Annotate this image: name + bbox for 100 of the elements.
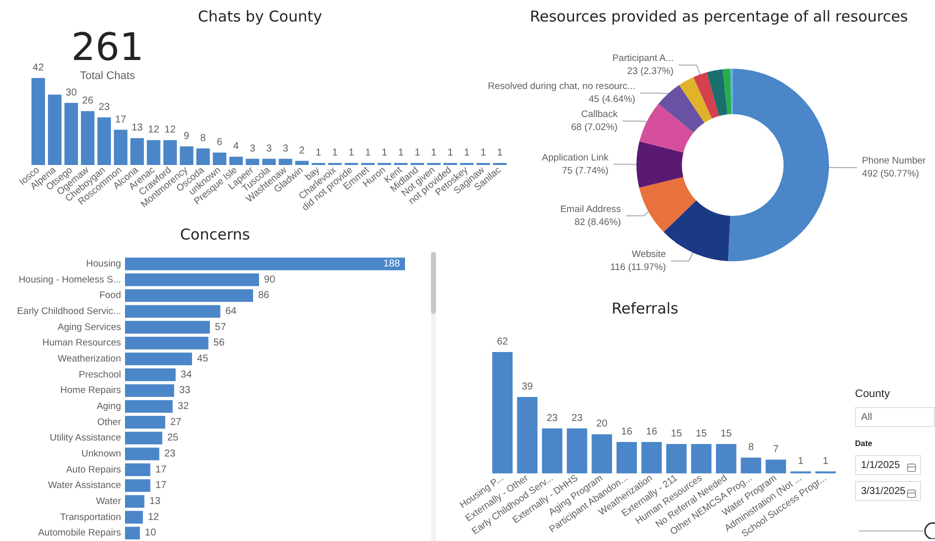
y-tick-label: Transportation xyxy=(60,512,121,523)
bar xyxy=(146,140,160,165)
slice-label: Phone Number xyxy=(862,156,926,167)
bar xyxy=(31,78,45,165)
data-label: 23 (2.37%) xyxy=(627,66,674,78)
y-tick-label: Aging xyxy=(96,400,121,412)
bar xyxy=(492,352,513,474)
data-label: 45 xyxy=(197,353,209,364)
y-tick-label: Utility Assistance xyxy=(50,432,121,444)
data-label: 10 xyxy=(144,528,156,539)
text: Date xyxy=(855,439,874,450)
data-label: 23 xyxy=(164,448,176,460)
data-label: 23 xyxy=(98,102,110,113)
data-label: 1 xyxy=(398,147,404,158)
y-tick-label: Aging Services xyxy=(58,322,122,333)
bar xyxy=(125,320,210,334)
bar xyxy=(125,495,144,508)
bar xyxy=(262,158,276,165)
bar xyxy=(125,463,150,476)
bar xyxy=(517,397,538,474)
bar xyxy=(295,160,309,165)
bar xyxy=(125,352,192,366)
bar xyxy=(64,102,78,165)
chart-title: Chats by County xyxy=(198,8,322,26)
bar xyxy=(125,510,143,524)
slice-label: Resolved during chat, no resourc... xyxy=(488,81,636,92)
data-label: 15 xyxy=(696,428,708,440)
text: 261 xyxy=(70,25,145,69)
data-label: 1 xyxy=(822,456,829,467)
bar xyxy=(740,458,762,474)
data-label: 15 xyxy=(670,428,682,440)
data-label: 39 xyxy=(522,382,534,393)
data-label: 68 (7.02%) xyxy=(571,122,618,134)
bar xyxy=(125,273,260,286)
bar xyxy=(125,384,174,397)
bar xyxy=(48,94,62,165)
data-label: 12 xyxy=(164,124,176,136)
data-label: 86 xyxy=(258,290,270,302)
bar xyxy=(125,448,160,460)
data-label: 17 xyxy=(115,114,127,126)
bar xyxy=(196,148,210,165)
data-label: 42 xyxy=(32,62,44,74)
bar xyxy=(125,526,140,540)
data-label: 27 xyxy=(170,416,182,428)
bar xyxy=(666,444,687,474)
bar xyxy=(766,460,786,474)
data-label: 33 xyxy=(179,385,191,396)
bar xyxy=(716,444,736,474)
bar xyxy=(542,428,562,474)
slice-label: Website xyxy=(632,249,666,260)
bar xyxy=(125,416,166,429)
bar xyxy=(566,428,588,474)
bar xyxy=(80,111,94,165)
data-label: 492 (50.77%) xyxy=(862,168,919,180)
bar xyxy=(125,432,162,444)
data-label: 75 (7.74%) xyxy=(562,165,608,176)
data-label: 13 xyxy=(132,122,144,134)
data-label: 82 (8.46%) xyxy=(574,216,621,228)
chart-title: Resources provided as percentage of all resources xyxy=(530,8,908,26)
data-label: 1 xyxy=(798,456,804,467)
text: 3/31/2025 xyxy=(855,481,921,501)
y-tick-label: Automobile Repairs xyxy=(38,528,122,539)
data-label: 4 xyxy=(233,141,240,152)
y-tick-label: Water xyxy=(96,496,121,507)
bar xyxy=(125,368,176,382)
y-tick-label: Early Childhood Servic... xyxy=(16,306,121,317)
data-label: 1 xyxy=(431,147,438,158)
bar xyxy=(641,442,662,474)
data-label: 57 xyxy=(214,322,226,333)
bar xyxy=(180,146,194,165)
chart-title: Concerns xyxy=(180,226,250,244)
data-label: 3 xyxy=(250,143,256,154)
data-label: 15 xyxy=(720,428,732,440)
y-tick-label: Other xyxy=(97,416,121,428)
data-label: 8 xyxy=(748,442,754,454)
data-label: 30 xyxy=(66,87,78,98)
data-label: 1 xyxy=(448,147,454,158)
data-label: 1 xyxy=(496,147,503,158)
data-label: 3 xyxy=(282,143,289,154)
data-label: 16 xyxy=(621,426,633,438)
chart-title: Referrals xyxy=(612,300,679,318)
y-tick-label: Weatherization xyxy=(58,353,121,364)
bar xyxy=(97,117,111,165)
annotation: Total Chats xyxy=(78,69,136,83)
data-label: 16 xyxy=(646,426,658,438)
y-tick-label: Home Repairs xyxy=(60,385,122,396)
bar xyxy=(163,140,177,165)
data-label: 1 xyxy=(332,147,338,158)
data-label: 1 xyxy=(365,147,372,158)
data-label: 1 xyxy=(480,147,486,158)
bar xyxy=(125,400,173,413)
bar xyxy=(691,444,712,474)
data-label: 1 xyxy=(464,147,470,158)
data-label: 62 xyxy=(496,336,508,348)
y-tick-label: Unknown xyxy=(81,448,121,460)
data-label: 2 xyxy=(299,145,306,156)
y-tick-label: Water Assistance xyxy=(48,480,121,492)
bar xyxy=(125,305,220,318)
data-label: 45 (4.64%) xyxy=(588,94,636,106)
text: All xyxy=(855,407,935,427)
